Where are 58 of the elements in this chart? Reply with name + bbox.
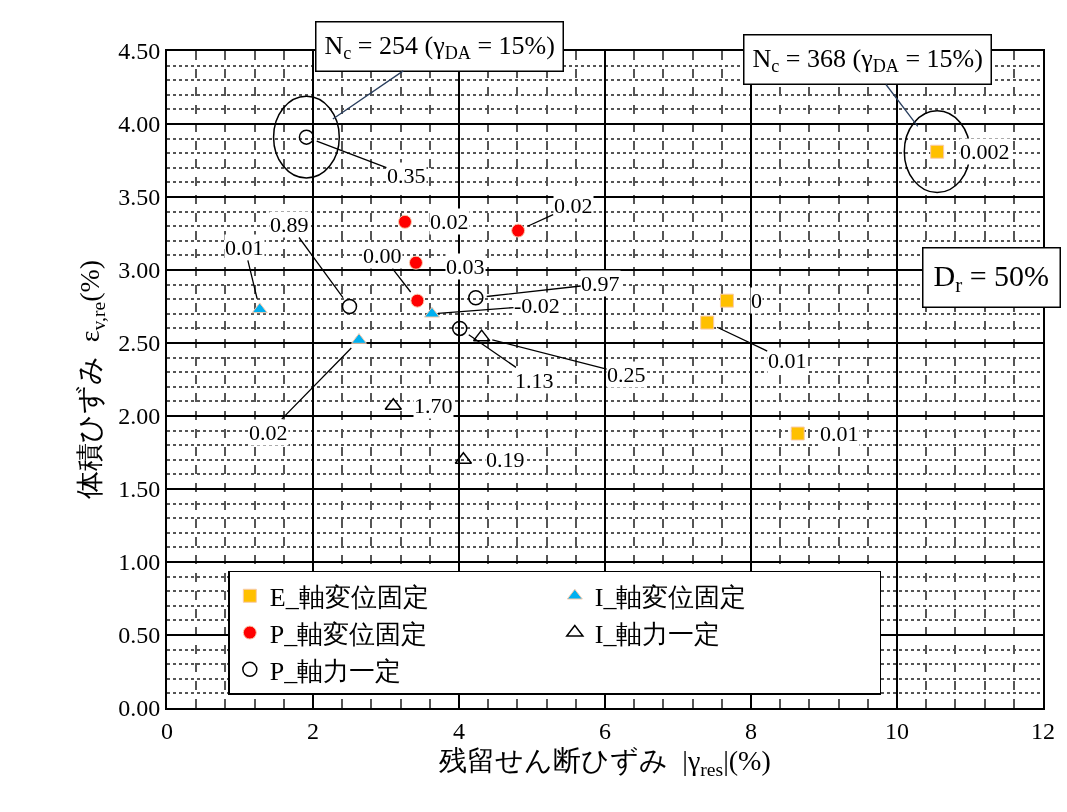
annotation: 0.35 — [387, 163, 426, 188]
point — [397, 214, 412, 229]
annotation: 0.19 — [486, 447, 525, 472]
legend-label: I_軸力一定 — [594, 619, 721, 649]
y-tick-label: 1.00 — [118, 549, 161, 576]
y-tick-label: 3.50 — [118, 184, 161, 211]
legend-label: I_軸変位固定 — [594, 582, 747, 612]
annotation: 1.13 — [515, 368, 554, 393]
point — [423, 306, 440, 318]
legend-label: E_軸変位固定 — [269, 582, 429, 612]
x-tick-label: 2 — [307, 717, 319, 744]
annotation: 0.01 — [768, 348, 807, 373]
x-tick-label: 10 — [885, 717, 909, 744]
point — [700, 315, 715, 330]
y-tick-label: 4.50 — [118, 38, 161, 65]
annotation: 0.01 — [820, 421, 859, 446]
annotation: 0.02 — [554, 193, 593, 218]
y-tick-label: 0.50 — [118, 622, 161, 649]
point — [408, 255, 423, 270]
annotation: D$_{r}$ = 50% — [933, 258, 1050, 297]
annotation: -0.02 — [514, 293, 560, 318]
annotation: 0.01 — [225, 235, 264, 260]
point — [341, 298, 358, 315]
annotation: 0.00 — [363, 243, 402, 268]
annotation: 0.03 — [446, 254, 485, 279]
annotation: 0.02 — [430, 209, 469, 234]
annotation: 0.89 — [270, 212, 309, 237]
y-tick-label: 2.00 — [118, 403, 161, 430]
annotation: 0.02 — [249, 420, 288, 445]
x-tick-label: 0 — [161, 717, 173, 744]
y-tick-label: 4.00 — [118, 111, 161, 138]
point — [790, 426, 805, 441]
annotation: 1.70 — [414, 393, 453, 418]
y-tick-label: 2.50 — [118, 330, 161, 357]
legend-label: P_軸力一定 — [269, 656, 402, 686]
legend-label: P_軸変位固定 — [269, 619, 428, 649]
annotation: N$_{c}$ = 254 (γ$_{DA}$ = 15%) — [324, 30, 555, 63]
annotation: 0 — [751, 288, 762, 313]
y-tick-label: 3.00 — [118, 257, 161, 284]
annotation: 0.002 — [960, 139, 1010, 164]
y-tick-label: 0.00 — [118, 695, 161, 722]
x-axis-title: 残留せん断ひずみ |γ$_{res}$|(%) — [439, 745, 771, 781]
annotation: 0.25 — [607, 362, 646, 387]
annotation: N$_{c}$ = 368 (γ$_{DA}$ = 15%) — [752, 43, 983, 76]
point — [930, 144, 945, 159]
point — [468, 289, 484, 306]
point — [511, 223, 526, 238]
x-tick-label: 8 — [745, 717, 757, 744]
point — [451, 320, 468, 337]
point — [719, 293, 734, 308]
x-tick-label: 6 — [599, 717, 611, 744]
point — [410, 293, 425, 308]
point — [298, 129, 315, 145]
x-tick-label: 4 — [453, 717, 465, 744]
y-tick-label: 1.50 — [118, 476, 161, 503]
point — [251, 302, 268, 314]
x-tick-label: 12 — [1031, 717, 1055, 744]
annotation: 0.97 — [581, 271, 620, 296]
